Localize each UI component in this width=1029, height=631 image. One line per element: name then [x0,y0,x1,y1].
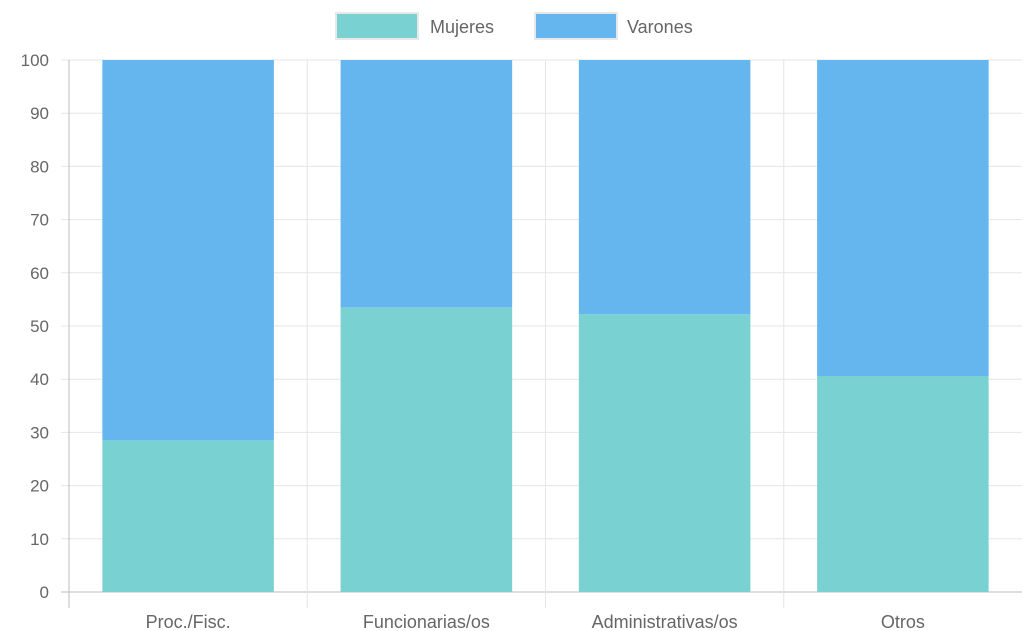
x-tick-label: Proc./Fisc. [146,612,231,631]
legend-swatch-varones[interactable] [534,12,618,40]
y-tick-label: 50 [30,317,49,336]
y-tick-label: 100 [21,51,49,70]
y-tick-label: 20 [30,477,49,496]
x-axis: Proc./Fisc. Funcionarias/os Administrativa… [146,612,925,631]
y-tick-label: 70 [30,211,49,230]
legend-swatch-mujeres[interactable] [335,12,419,40]
y-axis: 0 10 20 30 40 50 60 70 80 90 100 [21,51,70,608]
y-tick-label: 0 [40,583,49,602]
bar-varones[interactable] [102,60,274,441]
legend: Mujeres Varones [335,12,693,40]
legend-label[interactable]: Varones [627,17,693,37]
y-tick-label: 80 [30,157,49,176]
y-tick-label: 90 [30,104,49,123]
y-tick-label: 30 [30,423,49,442]
legend-label[interactable]: Mujeres [430,17,494,37]
y-tick-label: 60 [30,264,49,283]
x-tick-label: Otros [881,612,925,631]
bar-varones[interactable] [817,60,989,377]
y-tick-label: 40 [30,370,49,389]
y-tick-label: 10 [30,530,49,549]
bars [102,60,989,592]
bar-mujeres[interactable] [817,376,989,592]
bar-mujeres[interactable] [102,440,274,592]
x-tick-label: Funcionarias/os [363,612,490,631]
bar-varones[interactable] [340,60,513,308]
bar-varones[interactable] [578,60,751,315]
x-tick-label: Administrativas/os [592,612,738,631]
bar-mujeres[interactable] [340,307,513,592]
bar-mujeres[interactable] [578,314,751,592]
